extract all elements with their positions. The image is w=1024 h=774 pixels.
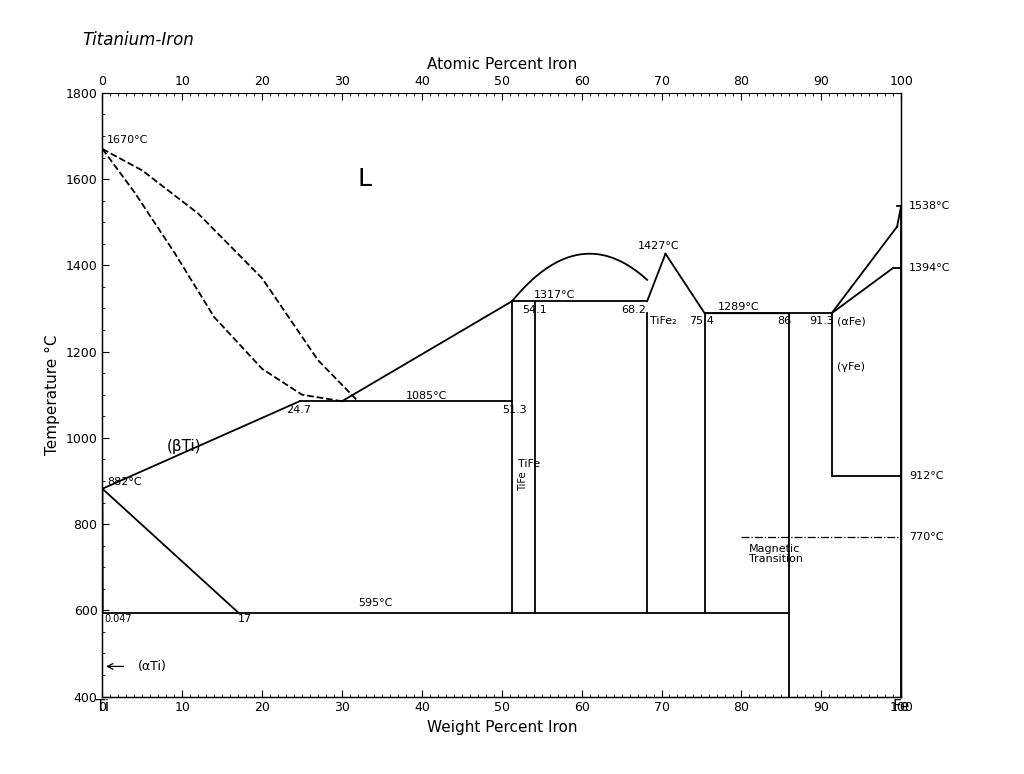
Text: L: L xyxy=(358,167,372,191)
Text: 1085°C: 1085°C xyxy=(406,391,447,401)
Text: 24.7: 24.7 xyxy=(286,405,311,415)
Text: Titanium-Iron: Titanium-Iron xyxy=(82,31,194,49)
Text: 1394°C: 1394°C xyxy=(909,263,950,273)
Text: 912°C: 912°C xyxy=(909,471,943,481)
Text: 595°C: 595°C xyxy=(358,598,392,608)
Text: Magnetic: Magnetic xyxy=(750,544,801,554)
Text: (αTi): (αTi) xyxy=(138,660,167,673)
Text: 54.1: 54.1 xyxy=(522,305,547,315)
Y-axis label: Temperature °C: Temperature °C xyxy=(45,334,60,455)
Text: TiFe₂: TiFe₂ xyxy=(649,317,676,327)
Text: TiFe: TiFe xyxy=(518,459,540,469)
Text: 91.3: 91.3 xyxy=(809,317,834,327)
Text: 17: 17 xyxy=(239,614,252,624)
Text: 86: 86 xyxy=(777,317,792,327)
Text: (αFe): (αFe) xyxy=(838,317,866,327)
Text: 0.047: 0.047 xyxy=(104,614,132,624)
X-axis label: Weight Percent Iron: Weight Percent Iron xyxy=(427,720,577,735)
Text: 882°C: 882°C xyxy=(108,478,141,488)
Text: Fe: Fe xyxy=(893,699,909,714)
Text: 1427°C: 1427°C xyxy=(638,241,679,251)
Text: 1538°C: 1538°C xyxy=(909,201,950,211)
Text: 1317°C: 1317°C xyxy=(534,289,575,300)
Text: 770°C: 770°C xyxy=(909,532,943,542)
Text: 1289°C: 1289°C xyxy=(718,302,759,312)
Text: 75.4: 75.4 xyxy=(689,317,715,327)
Text: (γFe): (γFe) xyxy=(838,361,865,372)
X-axis label: Atomic Percent Iron: Atomic Percent Iron xyxy=(427,57,577,73)
Text: 51.3: 51.3 xyxy=(502,405,526,415)
Text: 68.2: 68.2 xyxy=(622,305,646,315)
Text: (βTi): (βTi) xyxy=(166,439,201,454)
Text: Transition: Transition xyxy=(750,553,804,563)
Text: 1670°C: 1670°C xyxy=(108,135,148,146)
Text: Ti: Ti xyxy=(96,699,109,714)
Text: TiFe: TiFe xyxy=(518,471,528,491)
